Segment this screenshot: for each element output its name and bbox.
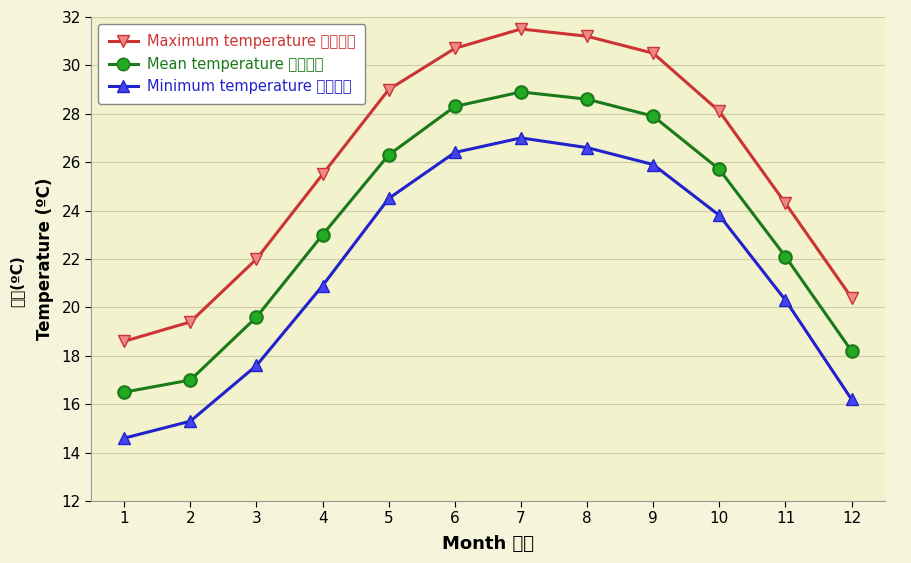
Text: 氣溫(ºC): 氣溫(ºC) [9, 256, 24, 307]
Legend: Maximum temperature 最高氣溫, Mean temperature 平均氣溫, Minimum temperature 最低氣溫: Maximum temperature 最高氣溫, Mean temperatu… [98, 24, 365, 104]
X-axis label: Month 月份: Month 月份 [442, 535, 533, 553]
Y-axis label: Temperature (ºC): Temperature (ºC) [36, 178, 55, 340]
